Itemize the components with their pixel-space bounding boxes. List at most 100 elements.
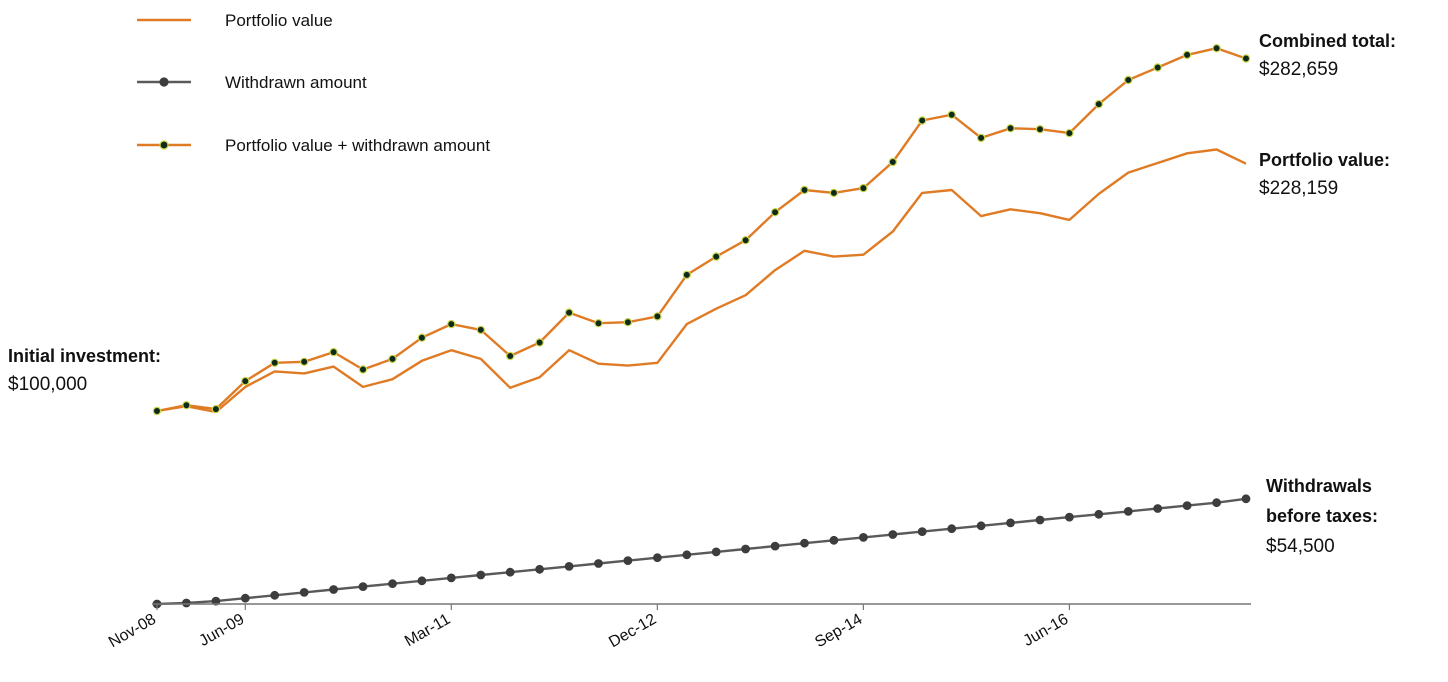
- withdrawn-data-point: [240, 593, 250, 603]
- legend-label: Portfolio value: [225, 11, 333, 30]
- combined-data-point: [1006, 124, 1015, 133]
- withdrawn-data-point: [329, 585, 339, 594]
- withdrawn-data-point: [682, 550, 692, 560]
- combined-data-point: [300, 357, 309, 366]
- withdrawn-data-point: [505, 567, 515, 577]
- combined-data-point: [653, 312, 662, 321]
- withdrawn-data-point: [1006, 518, 1015, 528]
- x-tick-label: Dec-12: [606, 611, 659, 652]
- withdrawn-data-point: [1212, 498, 1221, 508]
- withdrawn-data-point: [476, 570, 486, 580]
- withdrawn-data-point: [1123, 506, 1133, 516]
- withdrawn-data-point: [1241, 494, 1251, 504]
- combined-data-point: [1094, 99, 1104, 109]
- portfolio-value-title: Portfolio value:: [1259, 150, 1390, 170]
- combined-data-point: [182, 401, 191, 410]
- combined-data-point: [770, 207, 780, 217]
- withdrawn-data-point: [888, 530, 898, 539]
- combined-data-point: [594, 319, 603, 328]
- combined-data-point: [829, 188, 839, 198]
- combined-data-point: [712, 252, 721, 261]
- withdrawn-data-point: [1065, 512, 1074, 522]
- annotations: Initial investment: $100,000 Combined to…: [8, 31, 1396, 557]
- withdrawn-data-point: [976, 521, 986, 531]
- withdrawn-data-point: [358, 582, 368, 591]
- withdrawn-data-point: [623, 556, 633, 565]
- legend: Portfolio value Withdrawn amount Portfolio…: [137, 11, 490, 155]
- withdrawn-data-point: [1035, 515, 1045, 525]
- legend-swatch-marker: [159, 77, 169, 87]
- legend-label: Withdrawn amount: [225, 73, 367, 92]
- combined-data-point: [1035, 124, 1045, 134]
- legend-item: Withdrawn amount: [137, 73, 367, 92]
- combined-data-point: [800, 185, 809, 195]
- withdrawals-title-line1: Withdrawals: [1266, 476, 1372, 496]
- combined-data-point: [417, 333, 427, 342]
- combined-data-point: [1124, 75, 1133, 85]
- portfolio-value-line: [156, 148, 1247, 414]
- x-tick-label: Mar-11: [402, 611, 453, 651]
- legend-swatch-marker: [159, 140, 169, 150]
- withdrawn-data-point: [299, 588, 309, 597]
- combined-data-point: [1153, 63, 1162, 72]
- combined-data-point: [564, 308, 574, 317]
- combined-data-point: [388, 354, 397, 364]
- withdrawn-data-point: [859, 533, 868, 542]
- x-tick-label: Jun-09: [196, 611, 247, 650]
- combined-data-point: [476, 325, 485, 335]
- withdrawals-value: $54,500: [1266, 536, 1335, 557]
- withdrawn-amount-line-group: [152, 494, 1251, 609]
- combined-data-point: [1212, 44, 1221, 53]
- withdrawn-data-point: [1094, 509, 1104, 519]
- legend-item: Portfolio value + withdrawn amount: [137, 136, 490, 155]
- combined-data-point: [741, 235, 750, 245]
- initial-investment-value: $100,000: [8, 374, 87, 395]
- x-tick-label: Jun-16: [1021, 611, 1072, 650]
- combined-data-point: [623, 318, 633, 327]
- combined-data-point: [447, 319, 456, 329]
- combined-data-point: [358, 365, 368, 374]
- combined-data-point: [1065, 128, 1074, 138]
- combined-data-point: [918, 116, 927, 125]
- portfolio-value-amount: $228,159: [1259, 178, 1338, 199]
- combined-total-title: Combined total:: [1259, 31, 1396, 51]
- legend-item: Portfolio value: [137, 11, 333, 30]
- combined-total-value: $282,659: [1259, 59, 1338, 80]
- combined-data-point: [506, 351, 515, 361]
- withdrawn-data-point: [829, 535, 839, 545]
- combined-data-point: [270, 358, 279, 367]
- withdrawn-data-point: [947, 524, 957, 534]
- withdrawn-amount-line: [156, 497, 1247, 606]
- withdrawn-data-point: [800, 538, 809, 548]
- combined-data-point: [241, 376, 250, 386]
- combined-data-point: [329, 347, 338, 357]
- combined-data-point: [535, 338, 544, 347]
- x-axis: Nov-08 Jun-09 Mar-11 Dec-12 Sep-14 Jun-16: [106, 603, 1251, 652]
- series-layer: [152, 44, 1251, 609]
- withdrawn-data-point: [741, 544, 750, 554]
- initial-investment-title: Initial investment:: [8, 346, 161, 366]
- combined-data-point: [211, 404, 221, 414]
- x-tick-label: Nov-08: [106, 611, 159, 652]
- withdrawn-data-point: [417, 576, 427, 586]
- portfolio-value-line-group: [156, 148, 1247, 414]
- withdrawals-title-line2: before taxes:: [1266, 506, 1378, 526]
- withdrawn-data-point: [270, 590, 280, 600]
- combined-data-point: [976, 133, 986, 143]
- withdrawn-data-point: [653, 553, 662, 563]
- withdrawn-data-point: [770, 541, 780, 551]
- withdrawn-data-point: [181, 598, 191, 608]
- x-tick-label: Sep-14: [812, 611, 865, 652]
- withdrawn-data-point: [594, 559, 603, 568]
- combined-data-point: [1241, 54, 1251, 63]
- withdrawn-data-point: [917, 527, 927, 536]
- combined-data-point: [152, 406, 162, 416]
- combined-data-point: [682, 270, 692, 280]
- combined-total-line-group: [152, 44, 1251, 416]
- withdrawn-data-point: [564, 562, 574, 571]
- withdrawn-data-point: [535, 564, 544, 574]
- withdrawn-data-point: [1153, 504, 1163, 513]
- combined-total-line: [156, 47, 1247, 413]
